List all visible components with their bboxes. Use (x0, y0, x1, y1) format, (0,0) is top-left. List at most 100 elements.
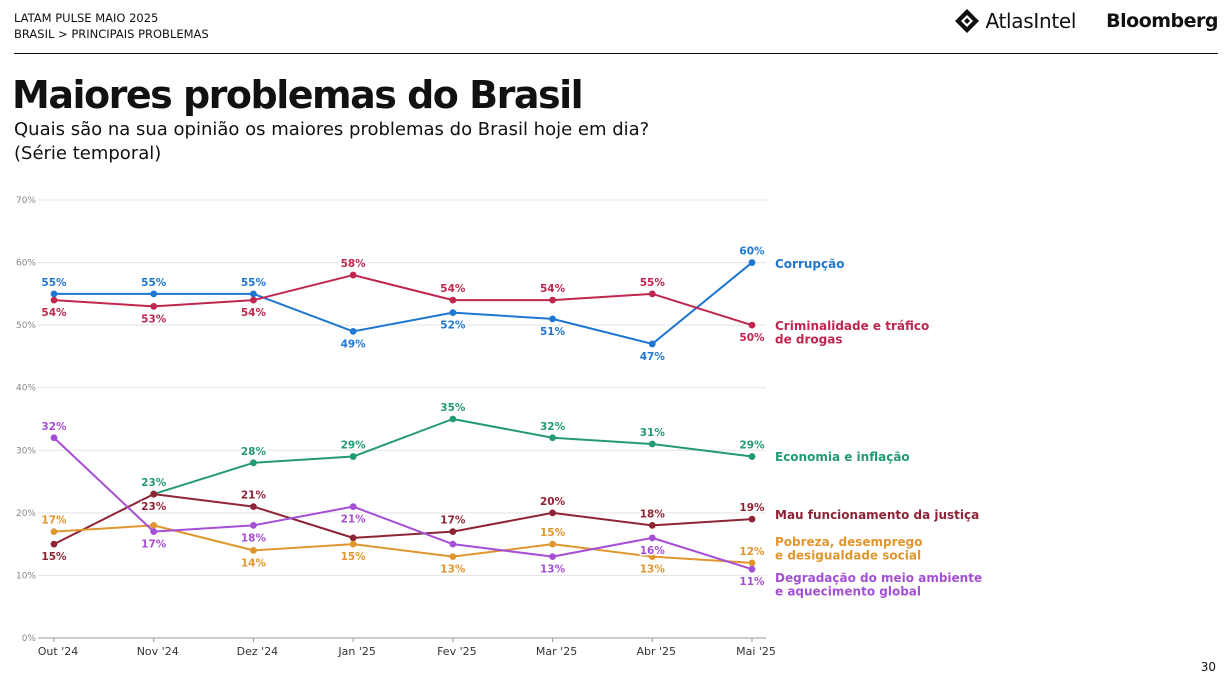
legend-label: de drogas (775, 333, 843, 347)
data-label: 54% (241, 307, 267, 319)
y-tick-label: 70% (16, 196, 36, 206)
data-point (250, 503, 257, 510)
legend-label: Mau funcionamento da justiça (775, 508, 979, 522)
data-label: 13% (640, 564, 666, 576)
data-point (748, 565, 756, 573)
data-point (748, 321, 756, 329)
data-label: 18% (241, 532, 267, 544)
legend-label: e desigualdade social (775, 549, 921, 563)
x-tick-label: Fev '25 (437, 645, 477, 658)
data-label: 15% (41, 551, 67, 563)
legend-label: e aquecimento global (775, 585, 921, 599)
data-point (648, 340, 656, 348)
data-label: 55% (241, 277, 267, 289)
data-label: 16% (640, 545, 666, 557)
series-line (53, 493, 753, 546)
legend-label: Pobreza, desemprego (775, 535, 923, 549)
data-label: 28% (241, 446, 267, 458)
data-label: 15% (341, 551, 367, 563)
data-label: 58% (341, 258, 367, 270)
data-point (50, 528, 58, 536)
question-text: Quais são na sua opinião os maiores prob… (14, 118, 774, 166)
y-tick-label: 20% (16, 509, 36, 519)
data-label: 29% (341, 440, 367, 452)
page-number: 30 (1200, 660, 1216, 674)
data-point (748, 515, 756, 523)
data-label: 12% (739, 546, 765, 558)
data-label: 52% (440, 320, 466, 332)
data-point (549, 315, 556, 323)
data-point (349, 534, 357, 542)
data-label: 18% (640, 508, 666, 520)
atlasintel-logo-text: AtlasIntel (985, 9, 1077, 33)
data-point (648, 290, 656, 298)
breadcrumb: BRASIL > PRINCIPAIS PROBLEMAS (14, 27, 209, 41)
data-point (648, 440, 656, 448)
data-point (349, 540, 357, 548)
question-main: Quais são na sua opinião os maiores prob… (14, 119, 650, 140)
data-point (549, 296, 556, 304)
data-label: 32% (540, 421, 566, 433)
data-point (648, 553, 656, 561)
x-tick-label: Out '24 (38, 645, 78, 658)
x-tick-label: Abr '25 (637, 645, 677, 658)
x-tick-label: Mar '25 (536, 645, 577, 658)
data-point (250, 547, 257, 554)
data-point (349, 453, 357, 460)
x-tick-label: Nov '24 (137, 645, 179, 658)
page-title: Maiores problemas do Brasil (12, 73, 584, 117)
data-point (150, 290, 158, 298)
data-label: 55% (141, 277, 167, 289)
data-point (50, 296, 58, 304)
data-point (449, 296, 457, 304)
data-point (449, 415, 457, 423)
data-point (549, 509, 556, 517)
logos: AtlasIntel Bloomberg (954, 8, 1218, 34)
question-note: (Série temporal) (14, 143, 162, 164)
y-tick-label: 0% (22, 634, 37, 644)
data-point (250, 459, 257, 467)
data-point (150, 521, 158, 529)
y-tick-label: 60% (16, 259, 36, 269)
data-point (449, 540, 457, 548)
data-label: 54% (41, 307, 67, 319)
data-point (50, 290, 58, 298)
data-point (449, 528, 457, 536)
data-label: 21% (341, 514, 367, 526)
data-point (150, 490, 158, 498)
bloomberg-logo: Bloomberg (1106, 10, 1218, 32)
header: LATAM PULSE MAIO 2025 BRASIL > PRINCIPAI… (14, 10, 209, 42)
legend-label: Economia e inflação (775, 450, 910, 464)
y-tick-label: 40% (16, 384, 36, 394)
data-point (50, 540, 58, 548)
series-line (54, 261, 753, 345)
data-label: 32% (41, 421, 67, 433)
data-label: 31% (640, 427, 666, 439)
series-line (53, 274, 753, 327)
data-point (748, 559, 756, 567)
x-tick-label: Mai '25 (736, 645, 776, 658)
series-line (53, 437, 753, 571)
data-point (250, 296, 257, 304)
data-point (449, 309, 457, 317)
y-tick-label: 50% (16, 321, 36, 331)
atlasintel-logo: AtlasIntel (954, 8, 1076, 34)
data-point (50, 434, 58, 442)
legend-label: Degradação do meio ambiente (775, 571, 982, 585)
data-label: 13% (440, 564, 466, 576)
legend-label: Criminalidade e tráfico (775, 319, 929, 333)
data-label: 17% (440, 515, 466, 527)
x-tick-label: Dez '24 (237, 645, 279, 658)
data-label: 47% (640, 351, 666, 363)
y-tick-label: 10% (16, 571, 36, 581)
data-point (748, 259, 756, 266)
data-label: 29% (739, 440, 765, 452)
data-point (449, 553, 457, 561)
data-point (349, 503, 357, 510)
data-label: 60% (739, 246, 765, 258)
data-point (250, 521, 257, 529)
data-label: 19% (739, 502, 765, 514)
data-label: 23% (141, 477, 167, 489)
atlasintel-logo-icon (955, 9, 980, 33)
data-label: 49% (341, 338, 367, 350)
